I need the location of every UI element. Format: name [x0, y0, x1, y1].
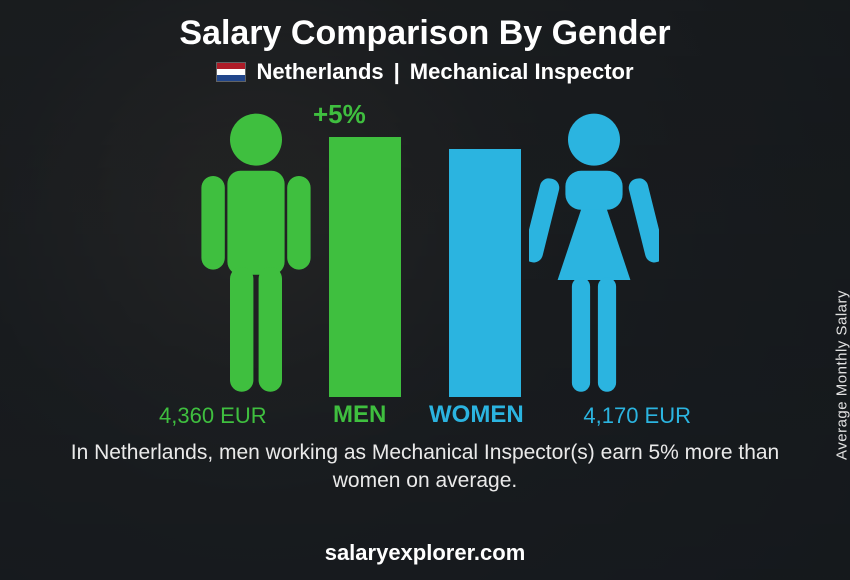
woman-icon [529, 111, 659, 397]
country-text: Netherlands [256, 59, 383, 85]
page-subtitle: Netherlands | Mechanical Inspector [0, 59, 850, 85]
women-salary-value: 4,170 EUR [583, 403, 691, 429]
source-footer: salaryexplorer.com [0, 540, 850, 566]
page-title: Salary Comparison By Gender [0, 0, 850, 53]
man-icon [191, 111, 321, 397]
men-salary-bar [329, 137, 401, 397]
gender-salary-chart: +5% 4,360 EUR MEN WOMEN 4,170 EUR [155, 103, 695, 433]
women-label: WOMEN [429, 401, 524, 429]
netherlands-flag-icon [216, 62, 246, 82]
job-title-text: Mechanical Inspector [410, 59, 634, 85]
subtitle-separator: | [394, 59, 400, 85]
y-axis-label: Average Monthly Salary [834, 290, 850, 460]
women-salary-bar [449, 149, 521, 397]
men-salary-value: 4,360 EUR [159, 403, 267, 429]
men-label: MEN [333, 401, 386, 429]
chart-description: In Netherlands, men working as Mechanica… [65, 439, 785, 496]
